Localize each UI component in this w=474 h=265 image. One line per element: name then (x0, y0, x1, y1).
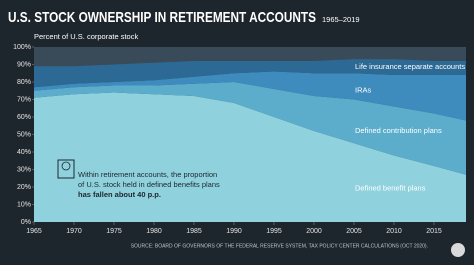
annotation-icon (57, 159, 75, 179)
y-tick-label: 10% (17, 201, 31, 208)
x-tick-label: 1970 (66, 228, 82, 235)
plot-area: Defined benefit plans Defined contributio… (34, 47, 466, 222)
x-tick-label: 1980 (146, 228, 162, 235)
y-tick-label: 90% (17, 61, 31, 68)
logo (451, 243, 465, 257)
x-tick-label: 2010 (386, 228, 402, 235)
x-tick-label: 1965 (26, 228, 42, 235)
x-tick-label: 2000 (306, 228, 322, 235)
x-tick-label: 1975 (106, 228, 122, 235)
y-axis-label: Percent of U.S. corporate stock (34, 32, 138, 41)
chart-title: U.S. STOCK OWNERSHIP IN RETIREMENT ACCOU… (8, 9, 316, 26)
y-tick-label: 60% (17, 114, 31, 121)
legend-label: Defined contribution plans (355, 126, 442, 135)
x-tick-label: 2015 (426, 228, 442, 235)
area (34, 71, 466, 121)
x-tick-label: 1995 (266, 228, 282, 235)
annotation-line: Within retirement accounts, the proporti… (78, 170, 217, 179)
legend-label: Life insurance separate accounts (355, 62, 465, 71)
y-tick-label: 100% (13, 44, 31, 51)
legend-label: IRAs (355, 86, 372, 95)
annotation-line: has fallen about 40 p.p. (78, 190, 161, 199)
area (34, 59, 466, 88)
y-tick-label: 70% (17, 96, 31, 103)
y-tick-label: 30% (17, 166, 31, 173)
y-tick-label: 20% (17, 184, 31, 191)
x-tick-label: 1985 (186, 228, 202, 235)
y-tick-label: 50% (17, 131, 31, 138)
chart-subtitle: 1965–2019 (322, 15, 360, 24)
legend-label: Defined benefit plans (355, 184, 426, 193)
area (34, 92, 466, 222)
annotation-icon-detail (61, 161, 71, 171)
y-tick-label: 80% (17, 79, 31, 86)
y-tick-label: 0% (21, 219, 31, 226)
x-tick-label: 1990 (226, 228, 242, 235)
x-tick-label: 2005 (346, 228, 362, 235)
source-note: SOURCE: BOARD OF GOVERNORS OF THE FEDERA… (131, 243, 428, 249)
y-tick-label: 40% (17, 149, 31, 156)
annotation-line: of U.S. stock held in defined benefits p… (78, 180, 220, 189)
area (34, 82, 466, 175)
